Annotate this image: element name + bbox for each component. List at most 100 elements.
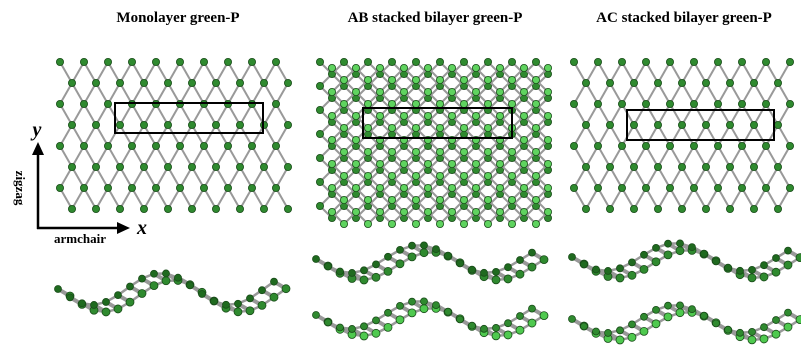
atom xyxy=(457,260,464,267)
atom xyxy=(460,100,467,107)
atom xyxy=(352,64,359,71)
atom xyxy=(460,148,467,155)
atom xyxy=(349,325,356,332)
atom xyxy=(520,88,527,95)
atom xyxy=(594,184,601,191)
atom xyxy=(224,58,231,65)
atom xyxy=(360,276,368,284)
atom xyxy=(236,163,243,170)
atom xyxy=(540,256,548,264)
atom xyxy=(761,324,768,331)
atom xyxy=(385,309,392,316)
atom xyxy=(138,289,146,297)
lattice-layer xyxy=(55,58,801,344)
atom xyxy=(164,79,171,86)
atom xyxy=(328,160,335,167)
atom xyxy=(212,205,219,212)
atom xyxy=(750,121,757,128)
atom xyxy=(760,335,768,343)
atom xyxy=(484,76,491,83)
atom xyxy=(412,76,419,83)
atom xyxy=(630,163,637,170)
atom xyxy=(400,88,407,95)
atom xyxy=(484,172,491,179)
atom xyxy=(532,58,539,65)
atom xyxy=(520,136,527,143)
atom xyxy=(436,58,443,65)
atom xyxy=(652,320,660,328)
atom xyxy=(150,282,158,290)
atom xyxy=(606,121,613,128)
atom xyxy=(762,100,769,107)
atom xyxy=(654,121,661,128)
atom xyxy=(188,163,195,170)
atom xyxy=(629,259,636,266)
atom xyxy=(726,205,733,212)
atom xyxy=(496,208,503,215)
atom xyxy=(678,121,685,128)
atom xyxy=(80,100,87,107)
atom xyxy=(92,205,99,212)
atom xyxy=(92,121,99,128)
atom xyxy=(616,274,624,282)
atom xyxy=(445,308,452,315)
atom xyxy=(528,263,536,271)
atom xyxy=(385,253,392,260)
atom xyxy=(785,309,792,316)
atom xyxy=(628,333,636,341)
atom xyxy=(762,58,769,65)
atom xyxy=(472,88,479,95)
atom xyxy=(340,196,347,203)
atom xyxy=(481,325,488,332)
atom xyxy=(666,100,673,107)
atom xyxy=(104,58,111,65)
atom xyxy=(328,136,335,143)
atom xyxy=(532,220,539,227)
atom xyxy=(773,255,780,262)
atom xyxy=(642,58,649,65)
atom xyxy=(328,184,335,191)
atom xyxy=(508,100,515,107)
atom xyxy=(316,82,323,89)
atom xyxy=(436,124,443,131)
atom xyxy=(384,323,392,331)
atom xyxy=(436,100,443,107)
atom xyxy=(654,79,661,86)
atom xyxy=(372,273,380,281)
atom xyxy=(606,205,613,212)
atom xyxy=(67,294,74,301)
atom xyxy=(508,148,515,155)
atom xyxy=(528,319,536,327)
atom xyxy=(786,142,793,149)
atom xyxy=(678,79,685,86)
atom xyxy=(593,328,600,335)
atom xyxy=(424,208,431,215)
atom xyxy=(581,323,588,330)
atom xyxy=(690,100,697,107)
atom xyxy=(690,142,697,149)
atom xyxy=(412,148,419,155)
atom xyxy=(272,100,279,107)
atom xyxy=(68,205,75,212)
atom xyxy=(388,76,395,83)
atom xyxy=(652,258,660,266)
atom xyxy=(162,277,170,285)
atom xyxy=(544,88,551,95)
atom xyxy=(199,290,206,297)
atom xyxy=(400,208,407,215)
atom xyxy=(617,265,624,272)
atom xyxy=(484,58,491,65)
atom xyxy=(212,79,219,86)
atom xyxy=(376,208,383,215)
atom xyxy=(544,208,551,215)
atom xyxy=(481,269,488,276)
atom xyxy=(496,184,503,191)
atom xyxy=(140,121,147,128)
atom xyxy=(412,100,419,107)
atom xyxy=(248,184,255,191)
atom xyxy=(689,306,696,313)
atom xyxy=(175,274,182,281)
atom xyxy=(234,308,242,316)
atom xyxy=(616,336,624,344)
atom xyxy=(361,267,368,274)
